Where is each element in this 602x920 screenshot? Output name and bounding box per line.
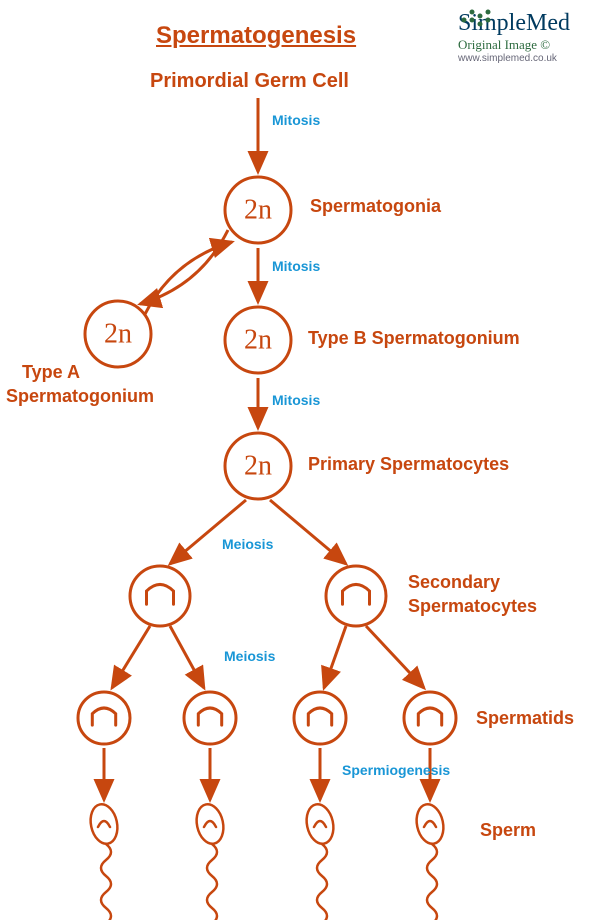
cell-ploidy-primary: 2n bbox=[244, 450, 272, 481]
cell-ploidy-typeA: 2n bbox=[104, 318, 132, 349]
process-label-4: Meiosis bbox=[224, 648, 275, 664]
label-spermatogonia_lbl: Spermatogonia bbox=[310, 196, 441, 217]
label-sperm_lbl: Sperm bbox=[480, 820, 536, 841]
arrow bbox=[112, 626, 150, 688]
process-label-0: Mitosis bbox=[272, 112, 320, 128]
cell-spmt2 bbox=[184, 692, 236, 744]
sperm-head-1 bbox=[193, 802, 227, 847]
label-sec_lbl2: Spermatocytes bbox=[408, 596, 537, 617]
cell-spmt4 bbox=[404, 692, 456, 744]
sperm-tail-0 bbox=[101, 844, 111, 920]
process-label-2: Mitosis bbox=[272, 392, 320, 408]
label-sec_lbl1: Secondary bbox=[408, 572, 500, 593]
process-label-3: Meiosis bbox=[222, 536, 273, 552]
sperm-tail-2 bbox=[317, 844, 327, 920]
process-label-1: Mitosis bbox=[272, 258, 320, 274]
sperm-head-2 bbox=[303, 802, 337, 847]
cell-sec_left bbox=[130, 566, 190, 626]
sperm-tail-3 bbox=[427, 844, 437, 920]
label-primary_lbl: Primary Spermatocytes bbox=[308, 454, 509, 475]
cell-spmt3 bbox=[294, 692, 346, 744]
label-typeA_lbl2: Spermatogonium bbox=[6, 386, 154, 407]
label-spmt_lbl: Spermatids bbox=[476, 708, 574, 729]
arrow bbox=[170, 500, 246, 564]
arrow bbox=[324, 626, 346, 688]
sperm-head-3 bbox=[413, 802, 447, 847]
label-primordial: Primordial Germ Cell bbox=[150, 70, 349, 93]
arrow bbox=[170, 626, 204, 688]
arrow bbox=[270, 500, 346, 564]
label-typeA_lbl1: Type A bbox=[22, 362, 80, 383]
cell-ploidy-spermatogonia: 2n bbox=[244, 194, 272, 225]
process-label-5: Spermiogenesis bbox=[342, 762, 450, 778]
diagram-canvas: 2n 2n 2n 2n bbox=[0, 0, 602, 920]
label-typeB_lbl: Type B Spermatogonium bbox=[308, 328, 520, 349]
sperm-tail-1 bbox=[207, 844, 217, 920]
cell-ploidy-typeB: 2n bbox=[244, 324, 272, 355]
sperm-head-0 bbox=[87, 802, 121, 847]
arrow bbox=[366, 626, 424, 688]
cell-spmt1 bbox=[78, 692, 130, 744]
cell-sec_right bbox=[326, 566, 386, 626]
